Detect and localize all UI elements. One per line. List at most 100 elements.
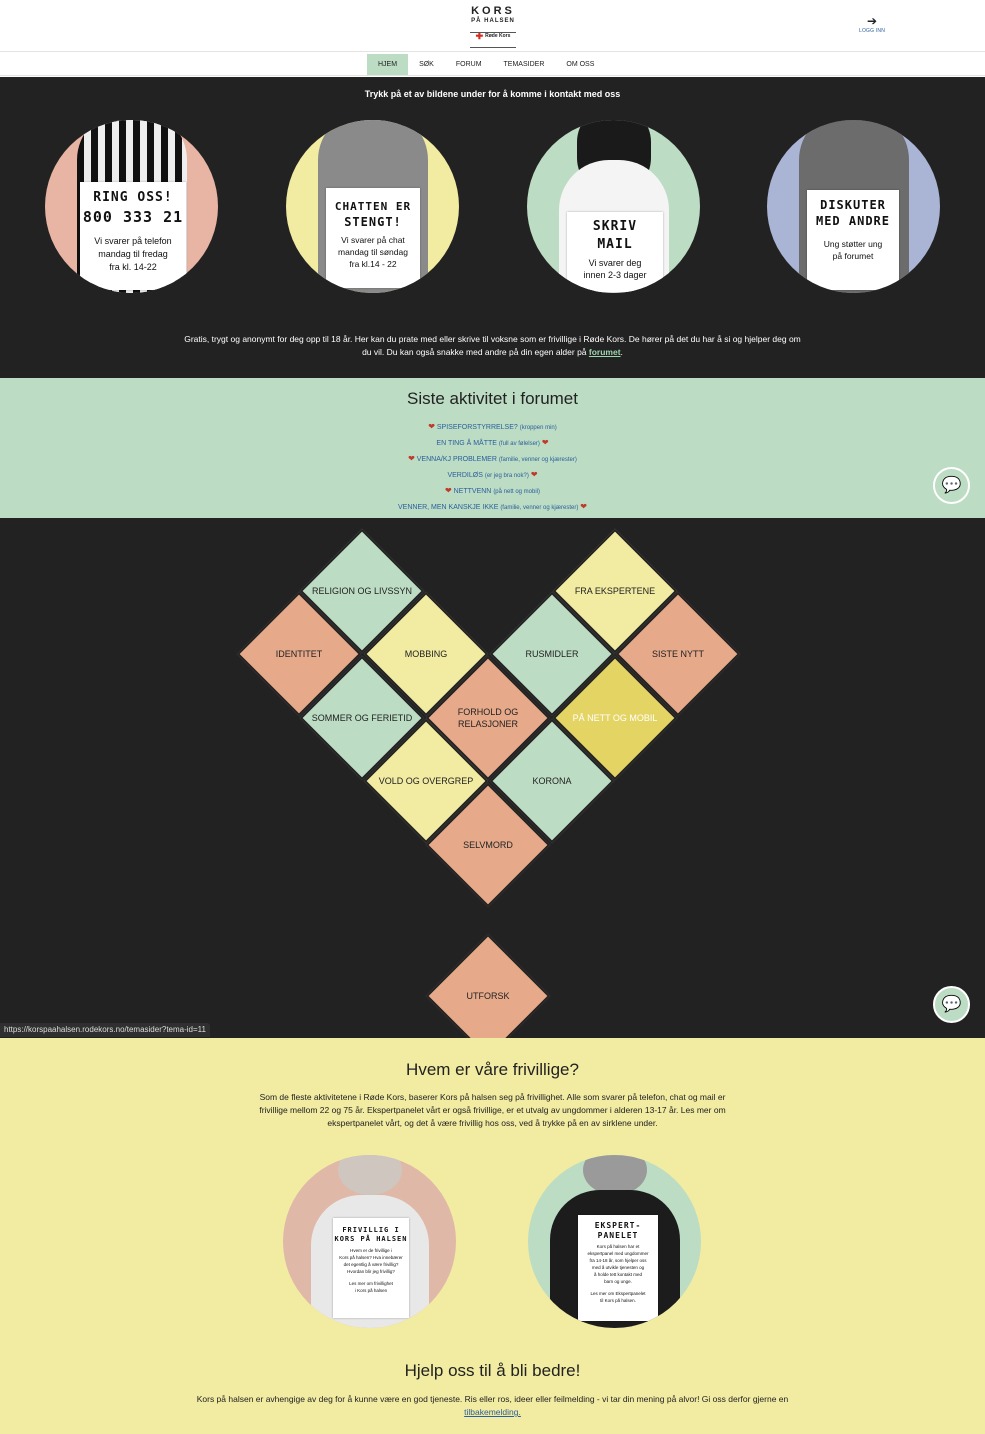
logo-org: Røde Kors (485, 33, 511, 39)
sign-line: Vi svarer deg (588, 258, 642, 268)
topic-label-mobbing[interactable]: MOBBING (404, 649, 448, 659)
sign-expert-panel: EKSPERT- PANELET Kors på halsen har et e… (578, 1215, 658, 1321)
sign-line: mandag til fredag (98, 249, 168, 259)
topic-label-korona[interactable]: KORONA (532, 776, 572, 786)
sign-line: det egentlig å være frivillig? (343, 1262, 399, 1267)
feedback-link[interactable]: tilbakemelding. (464, 1407, 521, 1417)
topic-title[interactable]: VENNER, MEN KANSKJE IKKE (398, 504, 499, 511)
nav-menu: HJEM SØK FORUM TEMASIDER OM OSS (367, 54, 605, 75)
chat-bubble-button[interactable]: 💬 (933, 467, 970, 504)
logo-divider (470, 47, 516, 48)
sign-line: på forumet (832, 251, 874, 261)
volunteer-card[interactable]: FRIVILLIG I KORS PÅ HALSEN Hvem er de fr… (283, 1155, 456, 1328)
topic-category: (på nett og mobil) (493, 489, 541, 495)
red-cross-icon: ✚ (475, 31, 484, 41)
chat-bubble-button[interactable]: 💬 (933, 986, 970, 1023)
forum-topic[interactable]: ❤ SPISEFORSTYRRELSE? (kroppen min) (0, 422, 985, 431)
nav-item-om-oss[interactable]: OM OSS (566, 61, 595, 68)
logo-title: KORS (471, 5, 515, 17)
topic-label-religion[interactable]: RELIGION OG LIVSSYN (311, 586, 413, 596)
nav-item-hjem[interactable]: HJEM (367, 54, 409, 75)
volunteers-text: Som de fleste aktivitetene i Røde Kors, … (259, 1092, 726, 1128)
topic-label-selvmord[interactable]: SELVMORD (463, 840, 513, 850)
chat-icon: 💬 (941, 477, 962, 494)
sign-title: MAIL (597, 237, 633, 252)
sign-title: KORS PÅ HALSEN (334, 1235, 408, 1243)
feedback-text: Kors på halsen er avhengige av deg for å… (170, 1393, 815, 1419)
person-head (338, 1155, 402, 1195)
sign-line: fra kl.14 - 22 (349, 259, 397, 269)
login-label: LOGG INN (858, 28, 886, 34)
nav-item-temasider[interactable]: TEMASIDER (503, 61, 545, 68)
forum-activity-title: Siste aktivitet i forumet (406, 389, 578, 408)
sign-title: FRIVILLIG I (342, 1226, 400, 1234)
main-navigation: HJEM SØK FORUM TEMASIDER OM OSS (0, 52, 985, 76)
sign-line: fra 14-18 år, som hjelper oss (589, 1258, 647, 1263)
sign-title: SKRIV (592, 219, 638, 234)
sign-line: mandag til søndag (338, 247, 408, 257)
topic-label-identitet[interactable]: IDENTITET (275, 649, 323, 659)
heart-icon: ❤ (444, 486, 452, 495)
forum-topic[interactable]: EN TING Å MÅTTE (full av følelser) ❤ (0, 438, 985, 447)
nav-item-sok[interactable]: SØK (419, 61, 434, 68)
topic-title[interactable]: VERDILØS (447, 472, 483, 479)
sign-line: til Kors på halsen. (600, 1298, 636, 1303)
heart-icon: ❤ (408, 454, 415, 463)
sign-line: fra kl. 14-22 (109, 262, 157, 272)
login-button[interactable]: ➔ LOGG INN (856, 15, 888, 35)
sign-title: MED ANDRE (815, 214, 891, 228)
heart-icon: ❤ (580, 502, 587, 511)
contact-card-chat[interactable]: CHATTEN ER STENGT! Vi svarer på chat man… (286, 120, 459, 293)
logo-divider (470, 32, 516, 33)
sign-line: i Kors på halsen (354, 1288, 388, 1293)
service-description: Gratis, trygt og anonymt for deg opp til… (184, 334, 801, 357)
volunteer-card[interactable]: EKSPERT- PANELET Kors på halsen har et e… (528, 1155, 701, 1328)
topic-title[interactable]: NETTVENN (453, 488, 492, 495)
heart-icon: ❤ (541, 438, 549, 447)
topic-category: (full av følelser) (498, 441, 540, 447)
topic-label-forhold[interactable]: FORHOLD OG RELASJONER (457, 707, 519, 729)
topic-label-rusmidler[interactable]: RUSMIDLER (525, 649, 579, 659)
sign-line: barn og unge. (604, 1279, 632, 1284)
link-preview-status: https://korspaahalsen.rodekors.no/temasi… (0, 1023, 210, 1037)
topic-title[interactable]: SPISEFORSTYRRELSE? (436, 424, 518, 431)
volunteers-section: Hvem er våre frivillige? Som de fleste a… (0, 1038, 985, 1434)
sign-line: Les mer om frivillighet (349, 1281, 393, 1286)
person-head (583, 1155, 647, 1195)
sign-line: Hvordan blir jeg frivillig? (347, 1269, 395, 1274)
explore-label[interactable]: UTFORSK (466, 991, 510, 1001)
site-logo[interactable]: KORS PÅ HALSEN ✚ Røde Kors (462, 5, 524, 49)
sign-line: Ung støtter ung (823, 239, 883, 249)
chat-icon: 💬 (941, 996, 962, 1013)
sign-title: STENGT! (344, 215, 402, 229)
forum-topic[interactable]: VENNER, MEN KANSKJE IKKE (familie, venne… (0, 502, 985, 511)
topic-title[interactable]: EN TING Å MÅTTE (436, 440, 497, 447)
sign-chat: CHATTEN ER STENGT! Vi svarer på chat man… (326, 188, 420, 288)
sign-forum: DISKUTER MED ANDRE Ung støtter ung på fo… (807, 190, 899, 290)
topic-category: (familie, venner og kjærester) (498, 457, 577, 463)
forum-topic[interactable]: VERDILØS (er jeg bra nok?) ❤ (0, 470, 985, 479)
sign-title: CHATTEN ER (334, 200, 412, 213)
sign-line: innen 2-3 dager (583, 270, 647, 280)
site-header: KORS PÅ HALSEN ✚ Røde Kors ➔ LOGG INN (0, 0, 985, 52)
topic-label-vold[interactable]: VOLD OG OVERGREP (378, 776, 474, 786)
forum-topic[interactable]: ❤ NETTVENN (på nett og mobil) (0, 486, 985, 495)
topic-label-eksperter[interactable]: FRA EKSPERTENE (574, 586, 656, 596)
contact-card-forum[interactable]: DISKUTER MED ANDRE Ung støtter ung på fo… (767, 120, 940, 293)
nav-item-forum[interactable]: FORUM (455, 61, 482, 68)
topic-title[interactable]: VENNA/KJ PROBLEMER (416, 456, 497, 463)
red-cross-mark: ✚ Røde Kors (462, 31, 524, 41)
topic-label-siste-nytt[interactable]: SISTE NYTT (651, 649, 704, 659)
heart-icon: ❤ (530, 470, 538, 479)
contact-card-mail[interactable]: SKRIV MAIL Vi svarer deg innen 2-3 dager (527, 120, 700, 293)
feedback-title: Hjelp oss til å bli bedre! (404, 1361, 581, 1380)
topic-label-sommer[interactable]: SOMMER OG FERIETID (311, 713, 413, 723)
contact-card-phone[interactable]: RING OSS! 800 333 21 Vi svarer på telefo… (45, 120, 218, 293)
sign-title: DISKUTER (820, 198, 886, 212)
sign-line: Kors på halsen har et (596, 1244, 640, 1249)
topic-label-nett-mobil[interactable]: PÅ NETT OG MOBIL (572, 713, 658, 723)
forum-link[interactable]: forumet (588, 347, 621, 357)
forum-topic[interactable]: ❤ VENNA/KJ PROBLEMER (familie, venner og… (0, 454, 985, 463)
sign-title: RING OSS! (93, 190, 173, 205)
sign-title: PANELET (597, 1231, 639, 1240)
